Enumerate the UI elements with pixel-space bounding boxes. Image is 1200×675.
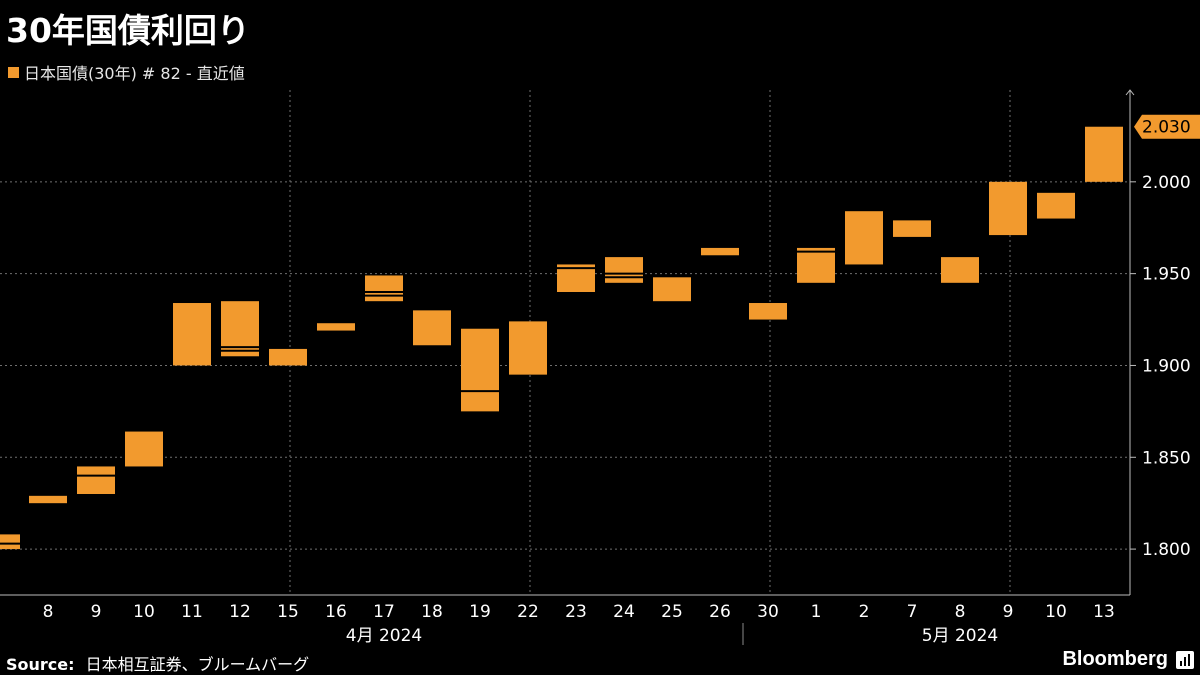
x-tick-label: 16	[325, 602, 347, 622]
y-tick-label: 2.000	[1142, 173, 1191, 193]
candle	[317, 323, 355, 331]
candle-body	[0, 534, 20, 550]
candle-body	[269, 348, 307, 366]
x-tick-label: 24	[613, 602, 635, 622]
x-tick-label: 18	[421, 602, 443, 622]
x-tick-label: 26	[709, 602, 731, 622]
candle-body	[605, 257, 643, 283]
candle-body	[701, 247, 739, 256]
y-tick-label: 1.950	[1142, 265, 1191, 285]
candle-body	[461, 328, 499, 412]
candle	[509, 321, 547, 375]
x-month-label: 5月 2024	[922, 626, 998, 646]
x-tick-label: 23	[565, 602, 587, 622]
x-tick-label: 10	[133, 602, 155, 622]
last-value-label: 2.030	[1142, 118, 1191, 138]
candle	[605, 257, 643, 283]
x-tick-label: 22	[517, 602, 539, 622]
candle	[125, 431, 163, 467]
x-tick-label: 8	[955, 602, 966, 622]
candle	[749, 303, 787, 320]
candle	[845, 211, 883, 265]
candle	[1085, 126, 1123, 182]
candle	[557, 264, 595, 292]
candle	[413, 310, 451, 346]
candle-body	[1085, 126, 1123, 182]
y-tick-label: 1.800	[1142, 540, 1191, 560]
candle-body	[317, 323, 355, 331]
legend: 日本国債(30年) # 82 - 直近値	[8, 60, 245, 84]
candle-body	[125, 431, 163, 467]
x-tick-label: 9	[1003, 602, 1014, 622]
y-tick-label: 1.850	[1142, 448, 1191, 468]
x-tick-label: 11	[181, 602, 203, 622]
candle-body	[173, 303, 211, 366]
grid-lines	[0, 90, 1130, 595]
candle-body	[941, 257, 979, 283]
candle	[797, 247, 835, 283]
candle-body	[1037, 192, 1075, 219]
bloomberg-mark-icon	[1176, 651, 1194, 669]
source-note: Source: 日本相互証券、ブルームバーグ	[6, 651, 309, 675]
candle	[173, 303, 211, 366]
candle	[941, 257, 979, 283]
candle-body	[989, 181, 1027, 236]
x-tick-label: 25	[661, 602, 683, 622]
x-tick-label: 9	[91, 602, 102, 622]
chart-title: 30年国債利回り	[6, 11, 250, 50]
x-tick-label: 12	[229, 602, 251, 622]
candle	[1037, 192, 1075, 219]
x-tick-label: 8	[43, 602, 54, 622]
candles	[0, 126, 1123, 550]
x-tick-label: 2	[859, 602, 870, 622]
x-tick-label: 17	[373, 602, 395, 622]
source-label: Source:	[6, 655, 75, 674]
candle-body	[749, 303, 787, 320]
candle	[701, 247, 739, 256]
x-tick-label: 1	[811, 602, 822, 622]
y-axis-arrow-icon	[1125, 89, 1135, 96]
x-tick-label: 30	[757, 602, 779, 622]
candle	[989, 181, 1027, 236]
x-tick-label: 7	[907, 602, 918, 622]
legend-label: 日本国債(30年) # 82 - 直近値	[24, 64, 245, 83]
x-tick-label: 13	[1093, 602, 1115, 622]
x-axis: 8 9 10 11 12 15 16 17 18 19 22 23 24 25 26 30 1 2 7 8 9 10 134…	[0, 594, 1130, 646]
candle-body	[653, 277, 691, 302]
candle	[221, 301, 259, 357]
candle-partial	[0, 534, 20, 550]
bloomberg-logo: Bloomberg	[1062, 648, 1168, 670]
candle	[461, 328, 499, 412]
candle-body	[365, 275, 403, 302]
candle-body	[77, 466, 115, 494]
y-axis: 1.800 1.850 1.900 1.950 2.000 2.030	[1125, 89, 1200, 595]
candle	[269, 348, 307, 366]
candle	[893, 220, 931, 237]
candle-body	[413, 310, 451, 346]
candle-body	[893, 220, 931, 237]
candle	[29, 495, 67, 504]
legend-swatch	[8, 66, 19, 78]
candle	[653, 277, 691, 302]
x-tick-label: 15	[277, 602, 299, 622]
candle-body	[845, 211, 883, 265]
x-month-label: 4月 2024	[346, 626, 422, 646]
candle-body	[509, 321, 547, 375]
candle	[365, 275, 403, 302]
x-tick-label: 10	[1045, 602, 1067, 622]
y-tick-label: 1.900	[1142, 356, 1191, 376]
last-value-flag	[1134, 114, 1200, 139]
x-tick-label: 19	[469, 602, 491, 622]
candle-body	[797, 247, 835, 283]
candle-body	[29, 495, 67, 504]
source-text: 日本相互証券、ブルームバーグ	[85, 655, 310, 674]
candle	[77, 466, 115, 494]
